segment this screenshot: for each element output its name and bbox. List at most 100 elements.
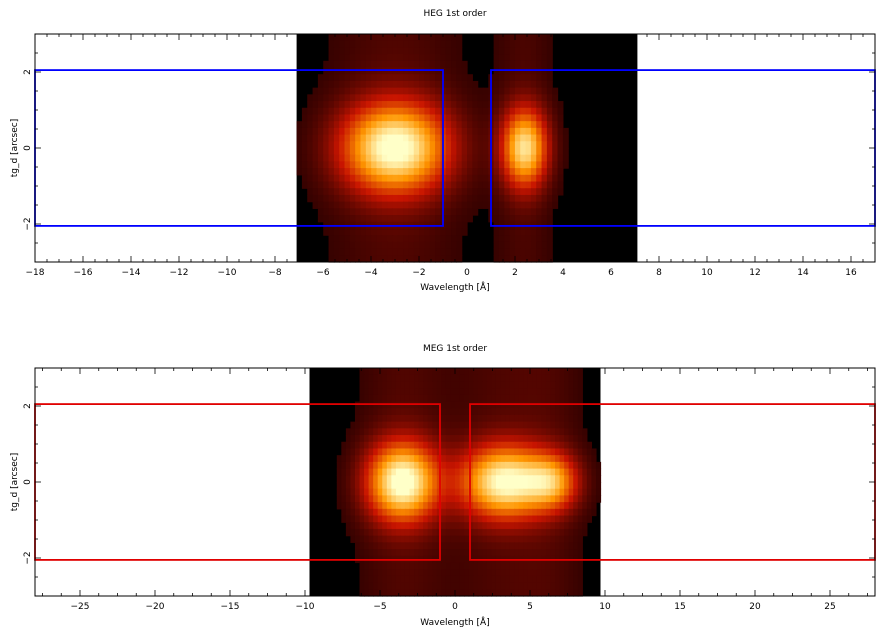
- meg-heat-cell: [564, 394, 570, 403]
- meg-heat-cell: [432, 421, 438, 429]
- heg-heat-cell: [296, 168, 303, 176]
- heg-heat-cell: [541, 87, 548, 95]
- meg-heat-cell: [418, 441, 424, 450]
- meg-heat-cell: [359, 515, 365, 523]
- meg-heat-cell: [409, 515, 415, 523]
- meg-heat-cell: [486, 421, 492, 429]
- meg-heat-cell: [373, 448, 379, 456]
- meg-heat-cell: [409, 535, 415, 543]
- meg-heat-cell: [559, 482, 565, 490]
- heg-heat-cell: [493, 215, 500, 223]
- meg-heat-cell: [541, 394, 547, 403]
- meg-heat-cell: [505, 414, 511, 423]
- meg-heat-cell: [409, 448, 415, 456]
- meg-heat-cell: [418, 468, 424, 476]
- meg-heat-cell: [527, 388, 533, 396]
- meg-heat-cell: [595, 461, 602, 470]
- heg-heat-cell: [312, 181, 319, 189]
- heg-heat-cell: [520, 255, 527, 263]
- meg-heat-cell: [418, 502, 424, 510]
- heg-heat-cell: [546, 60, 553, 69]
- meg-heat-cell: [550, 528, 556, 537]
- meg-heat-cell: [486, 508, 492, 517]
- heg-heat-cell: [376, 40, 383, 49]
- meg-heat-cell: [400, 448, 406, 456]
- meg-heat-cell: [391, 522, 397, 530]
- meg-heat-cell: [477, 441, 483, 450]
- heg-heat-cell: [435, 134, 441, 142]
- heg-heat-cell: [413, 148, 420, 156]
- meg-heat-cell: [368, 549, 374, 557]
- meg-heat-cell: [518, 448, 524, 456]
- heg-heat-cell: [451, 34, 457, 42]
- meg-heat-cell: [441, 381, 447, 389]
- meg-heat-cell: [455, 441, 461, 450]
- meg-heat-cell: [573, 421, 579, 429]
- heg-heat-cell: [392, 228, 399, 236]
- meg-heat-cell: [377, 421, 383, 429]
- heg-heat-cell: [397, 107, 404, 116]
- meg-heat-cell: [409, 549, 415, 557]
- meg-heat-cell: [359, 388, 365, 396]
- heg-heat-cell: [525, 181, 532, 189]
- meg-heat-cell: [495, 381, 502, 389]
- heg-heat-cell: [440, 235, 447, 243]
- meg-heat-cell: [450, 569, 456, 577]
- meg-heat-cell: [532, 374, 538, 383]
- heg-heat-cell: [482, 201, 489, 209]
- meg-heat-cell: [418, 421, 424, 429]
- meg-heat-cell: [377, 515, 383, 523]
- meg-heat-cell: [523, 475, 529, 483]
- meg-heat-cell: [455, 542, 461, 550]
- heg-heat-cell: [349, 94, 356, 102]
- meg-heat-cell: [441, 488, 447, 497]
- meg-heat-cell: [400, 589, 406, 597]
- meg-heat-cell: [514, 475, 520, 483]
- heg-heat-cell: [403, 174, 410, 183]
- meg-heat-cell: [514, 448, 520, 456]
- heg-heat-cell: [387, 94, 394, 102]
- heg-heat-cell: [435, 80, 441, 89]
- meg-heat-cell: [532, 522, 538, 530]
- heg-heat-cell: [504, 201, 511, 209]
- meg-heat-cell: [505, 374, 511, 383]
- meg-heat-cell: [418, 368, 424, 376]
- heg-heat-cell: [424, 161, 431, 169]
- meg-heat-cell: [395, 381, 402, 389]
- meg-heat-cell: [495, 515, 502, 523]
- heg-heat-cell: [498, 121, 505, 129]
- heg-heat-cell: [333, 248, 340, 256]
- meg-heat-cell: [445, 461, 452, 470]
- heg-heat-cell: [467, 141, 473, 149]
- meg-heat-cell: [414, 582, 420, 590]
- heg-heat-cell: [435, 121, 441, 129]
- meg-heat-cell: [395, 475, 402, 483]
- meg-heat-cell: [486, 428, 492, 436]
- meg-heat-cell: [409, 542, 415, 550]
- meg-heat-cell: [523, 435, 529, 443]
- meg-heat-cell: [518, 374, 524, 383]
- meg-heat-cell: [445, 435, 452, 443]
- meg-heat-cell: [441, 388, 447, 396]
- heg-heat-cell: [477, 127, 484, 136]
- heg-heat-cell: [493, 134, 500, 142]
- heg-heat-cell: [339, 208, 346, 216]
- heg-heat-cell: [530, 241, 537, 250]
- meg-heat-cell: [518, 461, 524, 470]
- meg-heat-cell: [473, 528, 479, 537]
- meg-heat-cell: [404, 421, 411, 429]
- heg-heat-cell: [498, 161, 505, 169]
- meg-heat-cell: [382, 569, 388, 577]
- heg-heat-cell: [451, 114, 457, 122]
- meg-heat-cell: [491, 589, 497, 597]
- heg-heat-cell: [530, 174, 537, 183]
- meg-heat-cell: [436, 582, 442, 590]
- meg-heat-cell: [591, 461, 597, 470]
- heg-heat-cell: [456, 114, 463, 122]
- heg-heat-cell: [371, 228, 378, 236]
- heg-heat-cell: [472, 181, 479, 189]
- heg-heat-cell: [339, 54, 346, 62]
- meg-heat-cell: [459, 394, 465, 403]
- heg-heat-cell: [344, 154, 351, 163]
- heg-heat-cell: [472, 154, 479, 163]
